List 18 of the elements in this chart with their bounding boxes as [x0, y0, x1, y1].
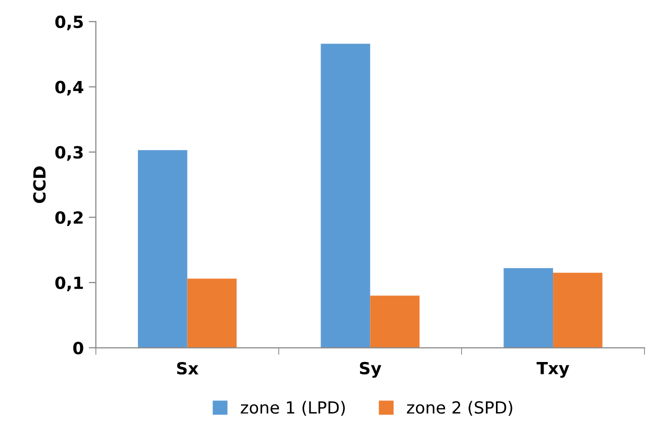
- bar: [187, 278, 237, 348]
- bar: [370, 296, 420, 348]
- y-tick-label: 0,1: [55, 276, 83, 292]
- y-axis-title: CCD: [33, 166, 46, 203]
- y-tick-label: 0,3: [55, 146, 83, 161]
- y-tick-label: 0,2: [55, 211, 83, 226]
- bar: [320, 44, 370, 348]
- legend-label: zone 2 (SPD): [406, 400, 512, 416]
- y-tick-label: 0: [73, 342, 84, 354]
- y-tick-label: 0,4: [55, 80, 84, 96]
- bar: [138, 150, 188, 348]
- x-tick-label: Sx: [177, 362, 198, 375]
- x-tick-label: Sy: [360, 362, 382, 378]
- x-tick-label: Txy: [536, 362, 570, 378]
- y-tick-label: 0,5: [55, 16, 83, 30]
- legend-label: zone 1 (LPD): [240, 400, 345, 416]
- bar: [553, 272, 602, 348]
- bar: [504, 268, 554, 348]
